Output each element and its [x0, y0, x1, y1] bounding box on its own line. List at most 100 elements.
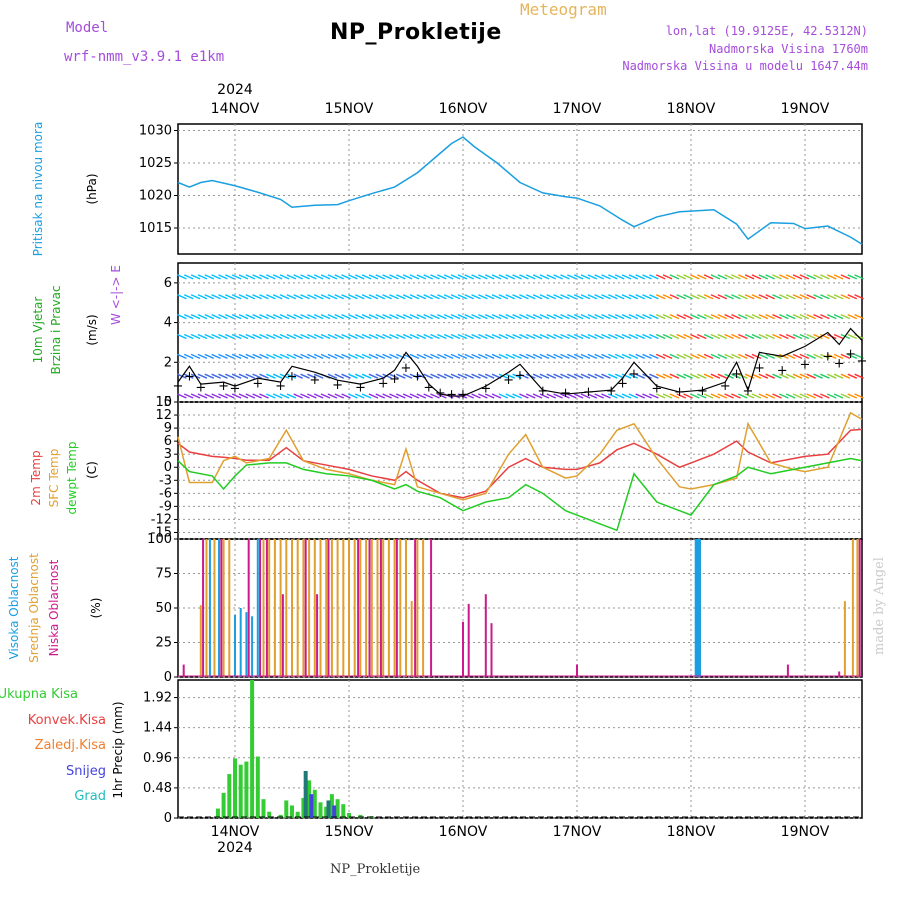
- wind-barb: [525, 393, 536, 399]
- wind-barb: [560, 393, 570, 399]
- wind-gust-mark: +: [446, 387, 457, 402]
- wind-barb: [286, 353, 297, 359]
- wind-barb: [573, 393, 584, 399]
- mid-cloud-bar: [205, 539, 208, 677]
- wind-barb: [539, 373, 550, 379]
- wind-barb: [765, 274, 775, 280]
- wind-barb: [218, 313, 228, 320]
- wind-barb: [655, 353, 666, 359]
- wind-barb: [744, 333, 755, 340]
- wind-barb: [779, 333, 789, 340]
- wind-barb: [211, 274, 221, 280]
- wind-barb: [608, 393, 618, 399]
- wind-barb: [252, 333, 262, 340]
- wind-barb: [402, 313, 413, 320]
- footer-station: NP_Prokletije: [330, 862, 421, 877]
- wind-barb: [854, 373, 864, 379]
- low-cloud-bar: [379, 539, 382, 677]
- wind-barb: [231, 294, 242, 300]
- wind-barb: [443, 333, 454, 340]
- wind-barb: [649, 373, 659, 379]
- wind-barb: [717, 313, 728, 320]
- wind-barb: [676, 313, 687, 320]
- mid-cloud-bar: [302, 539, 305, 677]
- wind-barb: [532, 353, 543, 359]
- wind-barb: [758, 294, 769, 300]
- wind-barb: [635, 353, 645, 359]
- mid-cloud-bar: [319, 539, 322, 677]
- mid-cloud-bar: [262, 539, 265, 677]
- wind-barb: [614, 274, 625, 280]
- wind-barb: [642, 393, 652, 399]
- wind-barb: [696, 274, 707, 280]
- wind-barb: [266, 294, 276, 300]
- wind-barb: [785, 353, 796, 359]
- wind-barb: [204, 373, 215, 379]
- wind-barb: [313, 313, 324, 320]
- mid-cloud-bar: [376, 539, 379, 677]
- wind-barb: [389, 274, 399, 280]
- wind-barb: [177, 313, 187, 320]
- wind-barb: [738, 333, 748, 340]
- wind-barb: [799, 313, 810, 320]
- wind-barb: [450, 274, 461, 280]
- wind-barb: [238, 294, 249, 300]
- wind-barb: [218, 294, 228, 300]
- precip-legend-item: Konvek.Kisa: [28, 713, 106, 728]
- wind-barb: [368, 353, 379, 359]
- wind-barb: [744, 294, 755, 300]
- wind-barb: [580, 274, 591, 280]
- wind-barb: [341, 333, 351, 340]
- wind-barb: [334, 274, 345, 280]
- wind-barb: [348, 373, 358, 379]
- low-cloud-bar: [202, 539, 205, 677]
- wind-barb: [519, 274, 529, 280]
- y-tick-label: -3: [159, 473, 172, 488]
- temp-ylabel-3: dewpt Temp: [65, 442, 79, 515]
- wind-barb: [779, 373, 789, 379]
- wind-barb: [669, 353, 680, 359]
- wind-barb: [286, 393, 297, 399]
- wind-barb: [197, 333, 208, 340]
- wind-barb: [738, 393, 748, 399]
- wind-barb: [758, 274, 769, 280]
- wind-barb: [710, 294, 721, 300]
- wind-barb: [792, 373, 803, 379]
- wind-barb: [546, 274, 557, 280]
- mid-cloud-bar: [851, 539, 854, 677]
- wind-barb: [738, 353, 748, 359]
- mid-cloud-bar: [382, 539, 385, 677]
- wind-barb: [272, 313, 283, 320]
- wind-barb: [211, 373, 221, 379]
- wind-barb: [361, 353, 372, 359]
- wind-barb: [416, 274, 427, 280]
- wind-gust-mark: +: [503, 373, 514, 388]
- wind-barb: [416, 294, 427, 300]
- wind-gust-mark: +: [697, 384, 708, 399]
- wind-barb: [744, 313, 755, 320]
- wind-barb: [642, 274, 652, 280]
- y-tick-label: 12: [155, 408, 172, 423]
- wind-barb: [307, 353, 317, 359]
- wind-barb: [416, 333, 427, 340]
- wind-barb: [293, 333, 303, 340]
- wind-gust-mark: +: [252, 377, 263, 392]
- wind-barb: [512, 353, 522, 359]
- wind-barb: [731, 274, 741, 280]
- wind-barb: [813, 353, 823, 359]
- wind-barb: [601, 373, 611, 379]
- wind-gust-mark: +: [332, 378, 343, 393]
- wind-barb: [279, 294, 290, 300]
- wind-barb: [724, 313, 734, 320]
- wind-gust-mark: +: [800, 358, 811, 373]
- wind-barb: [484, 294, 495, 300]
- subtitle: Meteogram: [520, 0, 607, 19]
- mid-cloud-bar: [843, 601, 846, 677]
- wind-barb: [655, 373, 666, 379]
- wind-barb: [676, 373, 687, 379]
- date-label-bottom: 17NOV: [553, 824, 602, 840]
- wind-barb: [279, 393, 290, 399]
- wind-barb: [573, 333, 584, 340]
- wind-barb: [567, 353, 577, 359]
